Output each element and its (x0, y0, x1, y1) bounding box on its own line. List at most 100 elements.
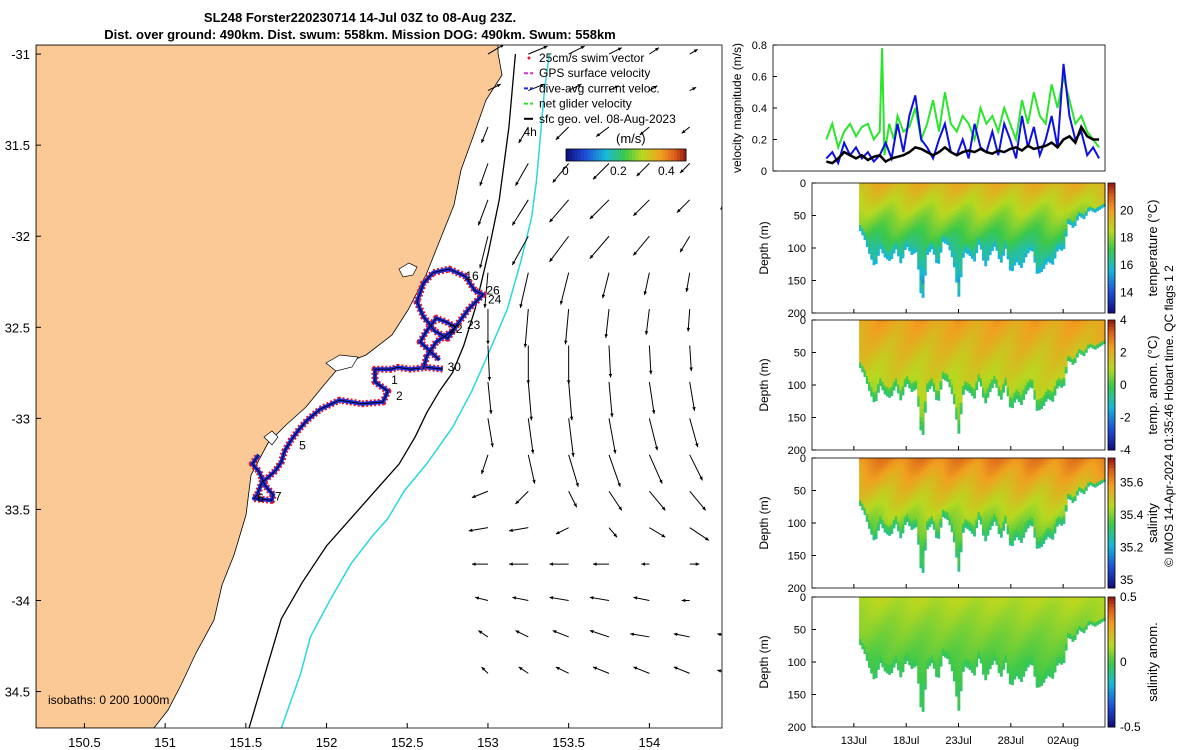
colorbar-cell (635, 149, 639, 161)
current-arrow (679, 163, 691, 174)
section-cell (859, 226, 862, 230)
section-cell (928, 238, 932, 242)
section-cell (883, 197, 887, 201)
section-cell (917, 199, 921, 204)
current-arrow-shaft (527, 454, 536, 484)
section-cell (883, 219, 887, 224)
section-cell (879, 193, 883, 197)
section-cell (890, 185, 894, 190)
section-cell (888, 242, 891, 246)
current-arrow-head (673, 666, 678, 670)
section-cell (894, 190, 898, 194)
section-cell (865, 234, 869, 238)
section-cell (910, 226, 914, 231)
section-cell (892, 183, 896, 187)
section-cell (899, 241, 903, 245)
section-cell (881, 220, 885, 224)
section-colorbar-cell (1108, 254, 1115, 259)
section-cell (928, 190, 932, 195)
current-arrow (724, 236, 730, 249)
section-cell (872, 242, 876, 247)
section-cell (919, 212, 923, 218)
current-arrow-head (618, 506, 622, 511)
section-cell (885, 218, 889, 222)
section-cell (930, 236, 934, 240)
section-cell (914, 241, 918, 245)
current-arrow (648, 381, 656, 415)
section-cell (890, 238, 894, 242)
section-cell (870, 250, 874, 254)
current-arrow (649, 527, 666, 538)
section-cell (881, 228, 885, 232)
section-cell (876, 207, 880, 212)
section-colorbar-cell (1108, 228, 1115, 233)
section-cell (894, 233, 898, 237)
section-cell (901, 194, 905, 198)
current-arrow (589, 596, 610, 601)
current-arrow (717, 632, 722, 637)
section-cell (928, 243, 932, 247)
section-cell (937, 226, 941, 230)
section-cell (923, 408, 927, 413)
section-cell (865, 231, 869, 235)
section-cell (906, 197, 909, 201)
section-cell (865, 236, 869, 240)
section-cell (910, 191, 914, 195)
section-cell (923, 200, 927, 205)
section-cell (930, 193, 934, 197)
current-arrow-head (685, 288, 689, 292)
section-cell (1011, 267, 1014, 272)
section-cell (876, 213, 880, 217)
section-cell (872, 239, 876, 244)
section-cell (914, 248, 918, 253)
section-cell (901, 226, 905, 230)
current-arrow (568, 491, 578, 508)
section-cell (930, 205, 934, 209)
legend-entry: dive-avg current veloc. (539, 81, 660, 95)
section-cell (863, 226, 867, 230)
colorbar-cell (647, 149, 651, 161)
section-cell (865, 238, 869, 243)
section-cell (1064, 233, 1068, 237)
current-arrow-head (604, 334, 608, 338)
section-cell (892, 244, 896, 249)
current-arrow-head (633, 666, 638, 670)
section-cell (870, 203, 874, 207)
section-cell (906, 187, 909, 191)
section-cell (899, 216, 903, 221)
current-arrow-head (530, 449, 535, 454)
section-cell (859, 221, 862, 224)
section-cell (892, 239, 896, 243)
section-cell (903, 246, 907, 251)
section-cell (876, 244, 880, 248)
section-cell (959, 273, 963, 278)
y-tick-label: 34.5 (5, 685, 30, 700)
colorbar-cell (617, 149, 621, 161)
section-cell (888, 200, 891, 205)
section-cell (921, 244, 925, 250)
section-cell (917, 265, 921, 270)
current-arrow-shaft (689, 381, 696, 411)
section-cell (881, 201, 885, 206)
velocity-series-line (826, 124, 1100, 165)
current-arrow-head (630, 632, 635, 637)
section-cell (908, 203, 912, 208)
section-cell (876, 238, 880, 242)
section-cell (914, 219, 918, 224)
section-cell (876, 221, 880, 226)
section-cell (899, 210, 903, 215)
section-cell (901, 252, 905, 256)
section-cell (906, 195, 909, 199)
section-cell (883, 234, 887, 238)
coastal-lake (398, 262, 418, 278)
section-cell (859, 225, 862, 228)
section-cell (861, 186, 865, 190)
current-arrow (487, 83, 501, 91)
section-cell (859, 193, 862, 197)
section-cell (894, 236, 898, 240)
section-cell (894, 215, 898, 220)
section-cell (919, 246, 923, 252)
section-cell (868, 210, 871, 214)
current-arrow (481, 126, 489, 144)
section-cell (917, 245, 921, 250)
